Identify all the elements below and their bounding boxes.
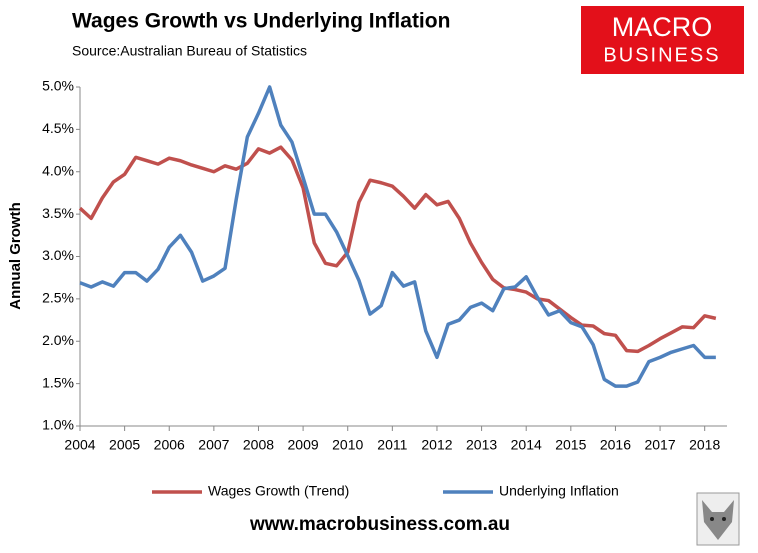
y-tick-label: 3.0%: [42, 247, 74, 263]
x-tick-label: 2018: [689, 437, 720, 453]
x-tick-label: 2004: [64, 437, 95, 453]
y-tick-label: 2.0%: [42, 332, 74, 348]
x-tick-label: 2009: [288, 437, 319, 453]
y-tick-label: 5.0%: [42, 78, 74, 94]
logo-text: MACRO: [612, 12, 713, 42]
x-tick-label: 2006: [154, 437, 185, 453]
line-series: [79, 85, 716, 388]
y-tick-label: 2.5%: [42, 290, 74, 306]
x-tick-label: 2015: [555, 437, 586, 453]
y-axis-label: Annual Growth: [7, 202, 24, 310]
logo-text: BUSINESS: [603, 44, 720, 66]
line-series: [78, 145, 717, 354]
x-tick-label: 2014: [511, 437, 542, 453]
x-tick-label: 2012: [421, 437, 452, 453]
y-tick-label: 4.5%: [42, 120, 74, 136]
x-tick-label: 2017: [644, 437, 675, 453]
x-tick-label: 2013: [466, 437, 497, 453]
legend-label: Underlying Inflation: [499, 483, 619, 499]
x-tick-label: 2011: [377, 437, 407, 453]
website: www.macrobusiness.com.au: [249, 514, 510, 535]
logo-box: [581, 6, 744, 74]
chart-title: Wages Growth vs Underlying Inflation: [72, 10, 450, 33]
y-tick-label: 1.0%: [42, 417, 74, 433]
y-tick-label: 3.5%: [42, 205, 74, 221]
x-tick-label: 2007: [198, 437, 229, 453]
legend-label: Wages Growth (Trend): [208, 483, 349, 499]
x-tick-label: 2005: [109, 437, 140, 453]
y-tick-label: 1.5%: [42, 374, 74, 390]
x-tick-label: 2010: [332, 437, 363, 453]
x-tick-label: 2008: [243, 437, 274, 453]
wolf-icon: [696, 492, 740, 546]
chart-subtitle: Source:Australian Bureau of Statistics: [72, 43, 307, 59]
x-tick-label: 2016: [600, 437, 631, 453]
y-tick-label: 4.0%: [42, 162, 74, 178]
